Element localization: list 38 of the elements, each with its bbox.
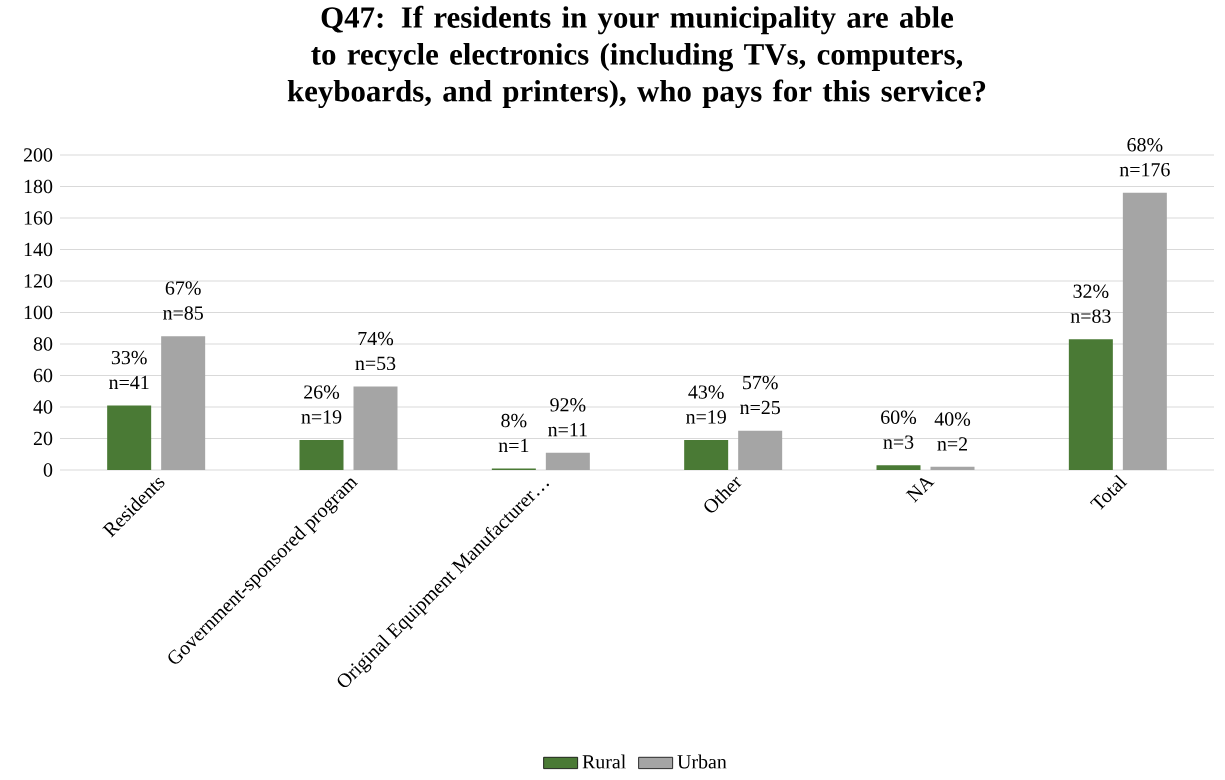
legend-label: Rural: [582, 754, 626, 769]
y-tick-label: 100: [24, 305, 53, 320]
legend-label: Urban: [677, 754, 727, 769]
data-label: 60% n=3: [881, 410, 917, 449]
data-label: 67% n=85: [163, 281, 203, 320]
bar: [545, 452, 590, 470]
data-label: 40% n=2: [934, 412, 971, 451]
data-label: 43% n=19: [686, 385, 726, 424]
data-label: 26% n=19: [301, 385, 342, 424]
data-label: 74% n=53: [355, 331, 396, 371]
bar: [353, 386, 398, 470]
bar: [930, 466, 975, 470]
data-label: 8% n=1: [498, 413, 529, 453]
bar: [161, 336, 206, 470]
x-tick-label: NA: [905, 477, 935, 503]
data-label: 33% n=41: [109, 350, 149, 390]
y-tick-label: 80: [33, 337, 53, 351]
y-tick-label: 60: [33, 368, 53, 383]
bar: [299, 440, 344, 470]
y-tick-label: 120: [24, 274, 53, 288]
bar: [684, 440, 729, 470]
y-tick-label: 20: [33, 431, 53, 446]
data-label: 92% n=11: [548, 398, 587, 437]
chart-title: Q47: If residents in your municipality are able to recycle electronics (including TVs, computers, keyboards, and printers), who pays for this service?: [287, 5, 986, 108]
y-tick-label: 160: [24, 211, 53, 225]
y-tick-label: 40: [33, 400, 53, 414]
y-tick-label: 140: [24, 242, 53, 257]
bar: [738, 430, 783, 470]
data-label: 57% n=25: [740, 375, 780, 415]
bar: [1068, 339, 1113, 470]
y-tick-label: 0: [43, 463, 53, 477]
y-tick-label: 200: [23, 148, 53, 162]
data-label: 32% n=83: [1070, 284, 1111, 323]
y-tick-label: 180: [24, 179, 53, 194]
bar: [876, 465, 921, 470]
data-label: 68% n=176: [1119, 138, 1170, 177]
bar: [1122, 192, 1167, 470]
bar: [107, 405, 152, 470]
